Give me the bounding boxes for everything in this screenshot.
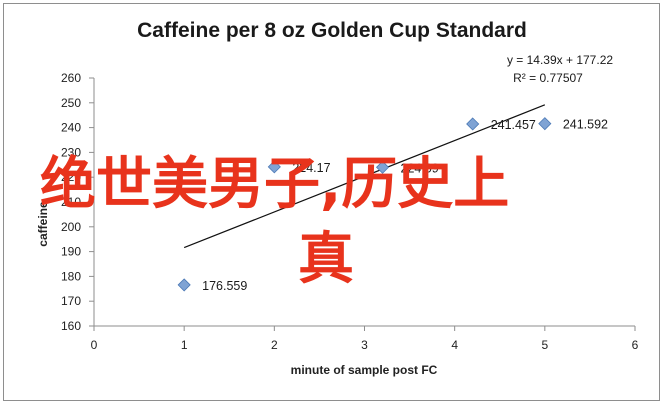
y-tick-labels: 160 170 180 190 200 210 220 230 240 250 260 [61,71,81,333]
data-label: 241.457 [491,118,536,132]
data-label: 224.09 [401,161,439,175]
y-tick-label: 220 [61,170,81,184]
x-tick-label: 1 [181,338,188,352]
data-label: 241.592 [563,118,608,132]
y-tick-label: 250 [61,96,81,110]
overlay-text-line1: 绝世美男子,历史上 [40,152,509,217]
data-label: 176.559 [202,279,247,293]
x-tick-labels: 0 1 2 3 4 5 6 [91,338,639,352]
y-tick-label: 240 [61,121,81,135]
x-tick-label: 4 [451,338,458,352]
y-tick-label: 190 [61,245,81,259]
data-points [177,117,552,292]
y-tick-label: 230 [61,145,81,159]
data-point [538,117,552,131]
y-axis-title: caffeine [36,201,50,247]
data-point [375,160,390,174]
x-tick-label: 3 [361,338,368,352]
chart-frame [3,3,660,401]
data-point [177,278,191,292]
y-tick-label: 160 [61,319,81,333]
trendline-r-squared: R² = 0.77507 [513,71,583,85]
data-point [466,117,480,131]
trendline-equation: y = 14.39x + 177.22 [507,53,613,67]
x-tick-label: 5 [541,338,548,352]
data-labels: 176.559 224.17 224.09 241.457 241.592 [202,118,608,293]
axes [89,77,636,331]
x-tick-label: 2 [271,338,278,352]
y-tick-label: 260 [61,71,81,85]
x-tick-label: 0 [91,338,98,352]
y-tick-label: 170 [61,294,81,308]
data-point [267,160,281,174]
x-tick-label: 6 [632,338,639,352]
y-tick-label: 180 [61,269,81,283]
x-axis-title: minute of sample post FC [291,363,438,377]
chart-title: Caffeine per 8 oz Golden Cup Standard [137,19,527,42]
y-tick-label: 200 [61,220,81,234]
y-tick-label: 210 [61,195,81,209]
trendline [183,104,546,249]
overlay-text-line2: 真 [298,227,354,292]
data-label: 224.17 [292,161,330,175]
